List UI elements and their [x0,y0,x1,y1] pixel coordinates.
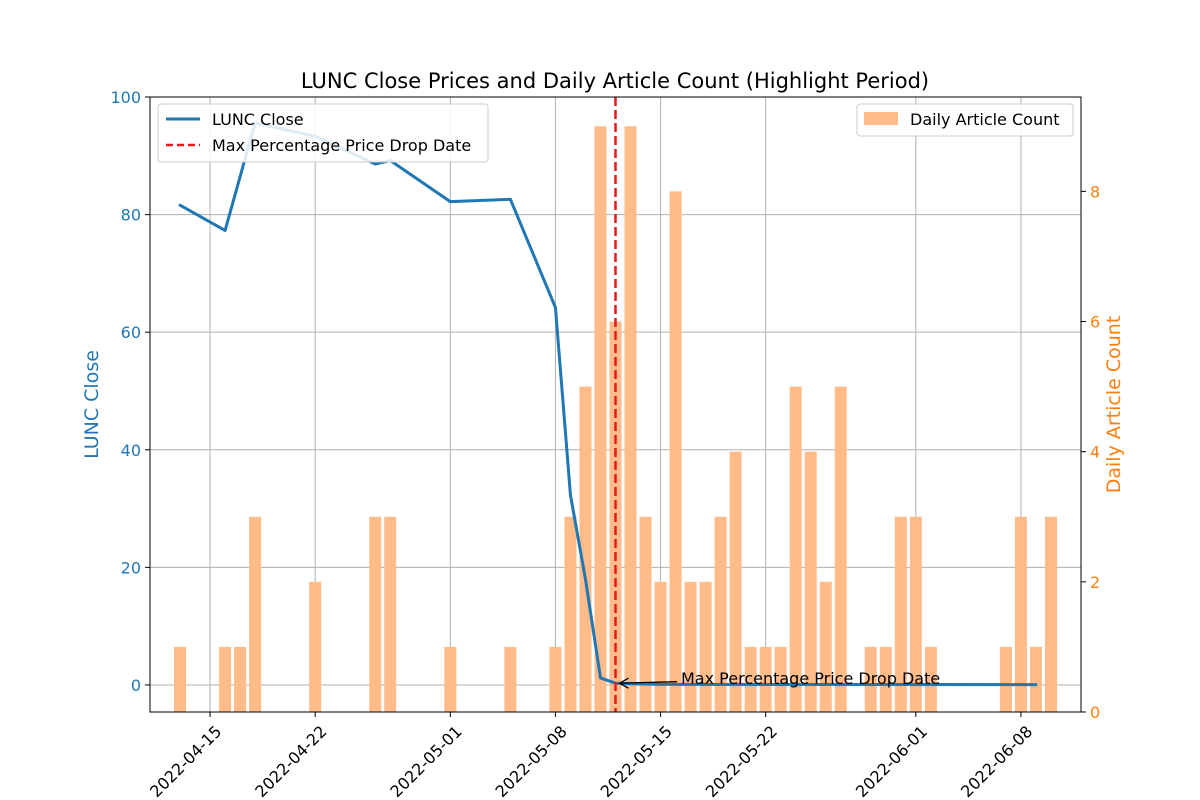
bar [924,646,937,712]
bar [879,646,892,712]
bar [834,386,847,712]
bar [579,386,592,712]
bar [804,451,817,712]
bar [369,516,382,712]
bar [639,516,652,712]
right-y-tick-label: 2 [1090,573,1100,592]
bar [999,646,1012,712]
left-y-axis-ticks: 0 20 40 60 80 100 [110,88,150,695]
bar [1044,516,1057,712]
bar [564,516,577,712]
bar [744,646,757,712]
bar [549,646,562,712]
bar [684,581,697,712]
bar [714,516,727,712]
bar [729,451,742,712]
left-y-tick-label: 80 [121,206,141,225]
bar [894,516,907,712]
legend-label-lunc-close: LUNC Close [212,110,304,129]
right-y-axis-title: Daily Article Count [1103,316,1125,494]
bar [444,646,457,712]
left-y-tick-label: 20 [121,558,141,577]
bar [864,646,877,712]
bar [249,516,262,712]
annotation-text: Max Percentage Price Drop Date [681,669,940,688]
left-y-axis-title: LUNC Close [81,350,103,459]
legend-label-article-count: Daily Article Count [910,110,1060,129]
bar [234,646,247,712]
left-y-tick-label: 40 [121,441,141,460]
legend-right: Daily Article Count [856,103,1074,137]
bar [174,646,187,712]
legend-left: LUNC Close Max Percentage Price Drop Date [157,103,489,163]
bar [819,581,832,712]
bar [504,646,517,712]
annotation-arrow-shaft [619,681,678,684]
right-y-tick-label: 0 [1090,703,1100,722]
bar [1029,646,1042,712]
legend-label-max-drop: Max Percentage Price Drop Date [212,136,471,155]
annotation-group: Max Percentage Price Drop Date [618,669,940,689]
annotation-arrow-head [618,677,629,689]
bar [219,646,232,712]
bar [759,646,772,712]
bar [909,516,922,712]
right-y-tick-label: 6 [1090,313,1100,332]
plot-frame [149,96,1082,713]
bar [384,516,397,712]
chart-title: LUNC Close Prices and Daily Article Coun… [301,69,929,93]
right-y-tick-label: 4 [1090,443,1100,462]
legend-left-box [157,103,489,163]
bar [669,191,682,712]
right-y-tick-label: 8 [1090,182,1100,201]
bar [624,126,637,712]
bar [1014,516,1027,712]
left-y-tick-label: 0 [131,676,141,695]
legend-right-box [856,103,1074,137]
bar [699,581,712,712]
right-y-axis-ticks: 0 2 4 6 8 [1081,182,1100,722]
bar [594,126,607,712]
bar [309,581,322,712]
bar [654,581,667,712]
left-y-tick-label: 100 [110,88,141,107]
bar [774,646,787,712]
legend-swatch-article-count [864,112,898,125]
left-y-tick-label: 60 [121,323,141,342]
bar [789,386,802,712]
